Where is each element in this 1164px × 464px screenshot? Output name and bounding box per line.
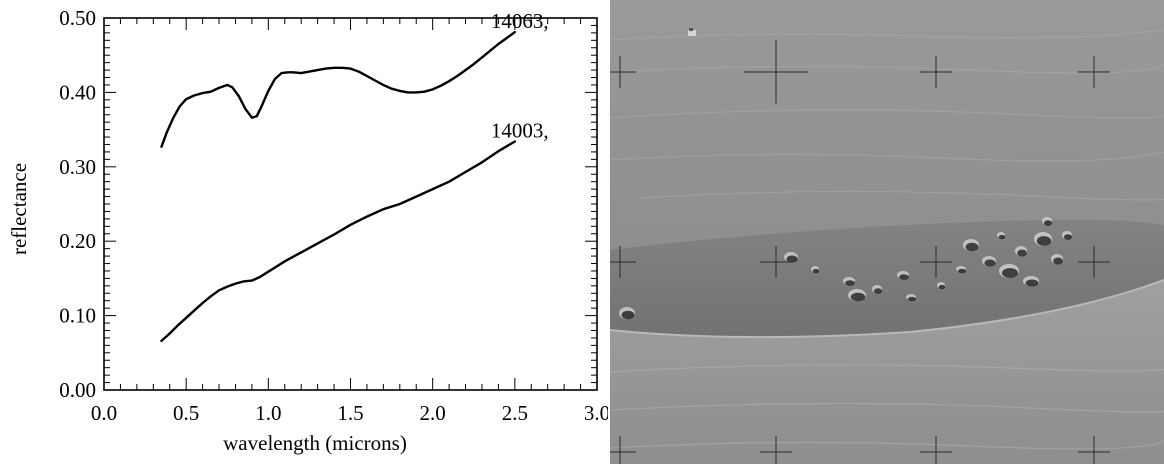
x-axis-label: wavelength (microns) xyxy=(223,431,407,455)
series-layer: 14063, 14003, xyxy=(160,9,549,343)
lower-terrain xyxy=(610,280,1164,464)
boulder-shadow xyxy=(1044,220,1052,226)
y-tick-label: 0.20 xyxy=(59,229,96,253)
y-tick-label: 0.10 xyxy=(59,304,96,328)
boulder-shadow xyxy=(984,259,996,267)
crater-photo-svg xyxy=(610,0,1164,464)
y-tick-label: 0.00 xyxy=(59,378,96,402)
boulder-shadow xyxy=(1025,279,1039,287)
boulder-shadow xyxy=(1064,234,1072,240)
boulder-shadow xyxy=(938,284,946,290)
crater-rim-edge xyxy=(610,279,1164,339)
boulder-shadow xyxy=(965,242,979,252)
boulder-shadow xyxy=(1053,257,1063,265)
boulder-field xyxy=(619,217,1072,320)
boulder-shadow xyxy=(958,268,966,274)
x-tick-label: 2.5 xyxy=(502,401,528,425)
reseau-crosses xyxy=(610,40,1110,464)
boulder-shadow xyxy=(850,292,866,302)
axes-layer: 0.0 0.5 1.0 1.5 2.0 2.5 3.0 0.00 0.10 0.20 0.30 0.4… xyxy=(59,6,608,425)
series-line-0 xyxy=(160,30,516,148)
y-tick-label: 0.50 xyxy=(59,6,96,30)
plot-frame xyxy=(103,17,598,391)
x-tick-label: 1.0 xyxy=(255,401,281,425)
boulder-shadow xyxy=(786,255,798,263)
boulder-shadow xyxy=(812,268,820,274)
spectral-chart: 0.0 0.5 1.0 1.5 2.0 2.5 3.0 0.00 0.10 0.20 0.30 0.4… xyxy=(7,6,608,455)
boulder-shadow xyxy=(845,280,855,286)
x-tick-label: 1.5 xyxy=(337,401,363,425)
series-line-1 xyxy=(160,140,516,343)
boulder-shadow xyxy=(899,274,909,280)
y-tick-label: 0.30 xyxy=(59,155,96,179)
boulder-shadow xyxy=(621,310,635,320)
lander-feature xyxy=(688,28,696,36)
y-tick-label: 0.40 xyxy=(59,80,96,104)
y-axis-label: reflectance xyxy=(7,163,31,255)
boulder-shadow xyxy=(1036,236,1052,246)
lunar-crater-photo xyxy=(610,0,1164,464)
boulder-shadow xyxy=(1017,249,1027,257)
series-label-0: 14063, xyxy=(491,9,549,33)
x-tick-label: 0.5 xyxy=(173,401,199,425)
series-label-1: 14003, xyxy=(491,119,549,143)
x-tick-label: 0.0 xyxy=(91,401,117,425)
x-tick-label: 3.0 xyxy=(584,401,608,425)
x-tick-label: 2.0 xyxy=(420,401,446,425)
upper-streaks xyxy=(610,29,1164,201)
boulder-shadow xyxy=(998,234,1006,240)
chart-svg: 0.0 0.5 1.0 1.5 2.0 2.5 3.0 0.00 0.10 0.20 0.30 0.4… xyxy=(7,6,608,455)
boulder-shadow xyxy=(1002,268,1018,278)
lower-streaks xyxy=(610,362,1164,450)
boulder-shadow xyxy=(908,296,916,302)
boulder-shadow xyxy=(874,288,882,294)
